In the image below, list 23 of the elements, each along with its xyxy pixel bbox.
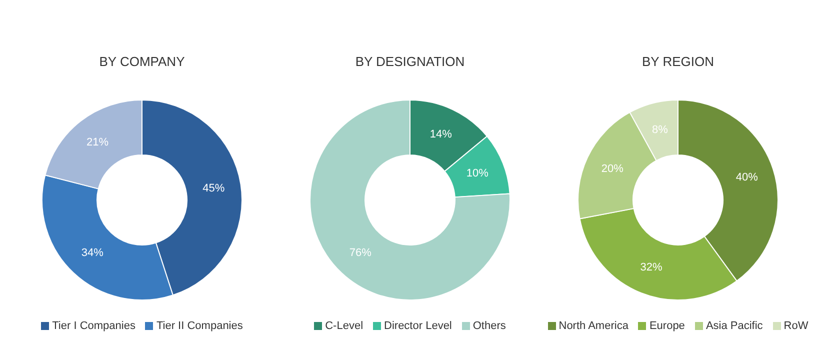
legend-label: Asia Pacific bbox=[706, 320, 763, 332]
chart-title: BY DESIGNATION bbox=[354, 54, 466, 69]
legend-label: C-Level bbox=[325, 320, 364, 332]
legend-label: Director Level bbox=[384, 320, 452, 332]
data-label: 20% bbox=[601, 163, 624, 176]
data-label: 14% bbox=[430, 128, 452, 140]
chart-title: BY REGION bbox=[640, 54, 715, 69]
data-label: 10% bbox=[466, 167, 489, 180]
data-label: 76% bbox=[349, 246, 372, 259]
chart-title: BY COMPANY bbox=[98, 54, 186, 69]
data-label: 45% bbox=[202, 182, 225, 195]
legend-label: Others bbox=[472, 320, 506, 332]
legend-label: North America bbox=[558, 320, 628, 332]
data-label: 34% bbox=[81, 246, 104, 259]
legend-label: Europe bbox=[649, 320, 685, 332]
data-label: 8% bbox=[652, 124, 668, 136]
data-label: 40% bbox=[736, 172, 758, 184]
donut-slice bbox=[310, 100, 510, 300]
legend-label: RoW bbox=[784, 320, 808, 332]
legend-label: Tier II Companies bbox=[156, 320, 243, 332]
legend-label: Tier I Companies bbox=[52, 320, 136, 332]
data-label: 32% bbox=[640, 261, 663, 274]
data-label: 21% bbox=[86, 136, 109, 149]
